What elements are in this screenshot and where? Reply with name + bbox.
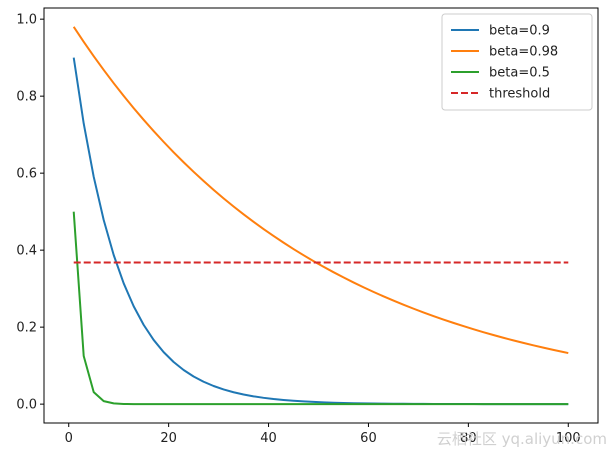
- legend-box: [441, 13, 593, 111]
- x-tick-label: 0: [65, 431, 73, 446]
- legend-label: threshold: [489, 87, 550, 102]
- plot-frame: [43, 7, 599, 424]
- x-tick-label: 20: [160, 431, 177, 446]
- legend-label: beta=0.98: [489, 45, 558, 60]
- x-tick-label: 60: [360, 431, 377, 446]
- y-tick-label: 0.6: [16, 167, 37, 182]
- series-layer: [72, 26, 569, 406]
- x-axis: 0 20 40 60 80 100: [65, 423, 581, 446]
- x-tick-label: 80: [460, 431, 477, 446]
- legend-label: beta=0.9: [489, 24, 550, 39]
- y-tick-label: 0.0: [16, 398, 37, 413]
- y-axis: 0.0 0.2 0.4 0.6 0.8 1.0: [16, 13, 44, 413]
- y-tick-label: 0.2: [16, 321, 37, 336]
- y-tick-label: 1.0: [16, 13, 37, 28]
- y-tick-label: 0.4: [16, 244, 37, 259]
- x-tick-label: 100: [556, 431, 581, 446]
- legend: beta=0.9 beta=0.98 beta=0.5 threshold: [441, 13, 593, 111]
- x-tick-label: 40: [260, 431, 277, 446]
- y-tick-label: 0.8: [16, 90, 37, 105]
- series-line-beta-0-5: [72, 211, 569, 406]
- series-line-beta-0-98: [72, 26, 569, 355]
- legend-label: beta=0.5: [489, 66, 550, 81]
- watermark: 云栖社区 yq.aliyun.com: [437, 430, 607, 448]
